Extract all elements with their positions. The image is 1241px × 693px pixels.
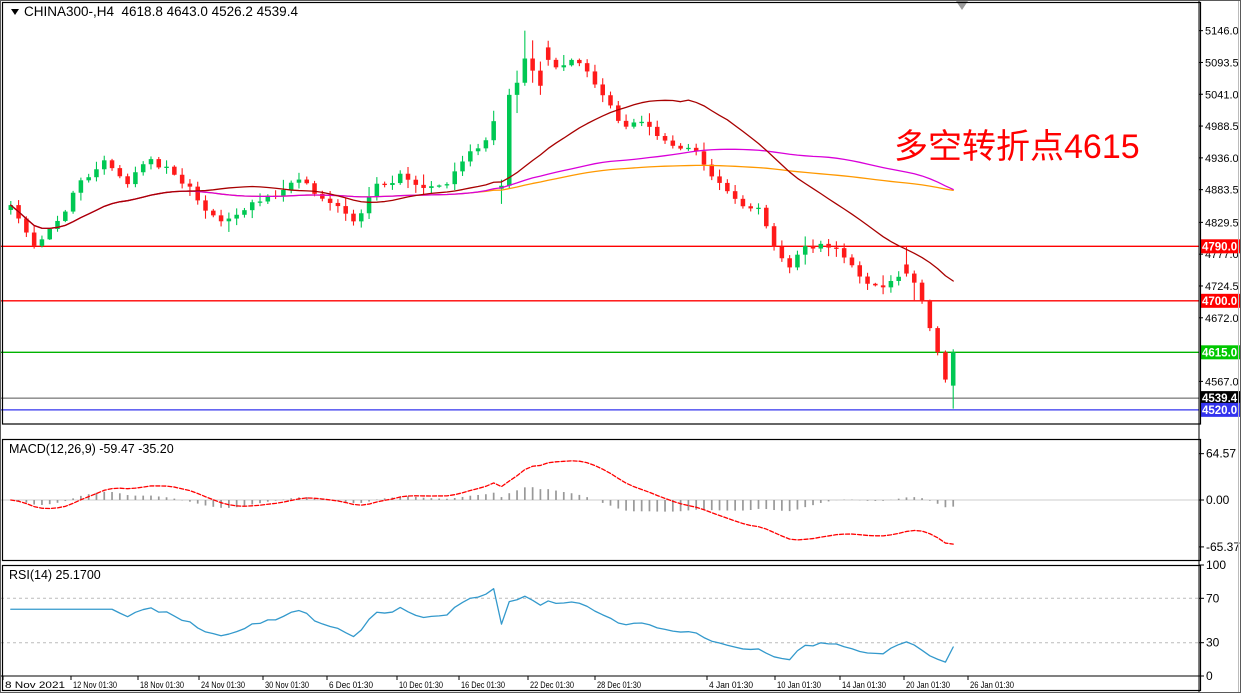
svg-text:100: 100 (1206, 558, 1226, 572)
svg-text:28 Dec 01:30: 28 Dec 01:30 (597, 680, 641, 690)
svg-text:4790.0: 4790.0 (1202, 241, 1237, 253)
svg-text:MACD(12,26,9) -59.47 -35.20: MACD(12,26,9) -59.47 -35.20 (9, 442, 174, 456)
svg-text:14 Jan 01:30: 14 Jan 01:30 (842, 680, 886, 690)
svg-text:5146.0: 5146.0 (1205, 26, 1239, 38)
svg-text:4 Jan 01:30: 4 Jan 01:30 (709, 680, 753, 690)
svg-text:多空转折点4615: 多空转折点4615 (894, 128, 1140, 166)
svg-text:4615.0: 4615.0 (1202, 347, 1237, 359)
svg-text:22 Dec 01:30: 22 Dec 01:30 (530, 680, 574, 690)
svg-text:4988.5: 4988.5 (1205, 121, 1239, 133)
svg-text:70: 70 (1206, 591, 1220, 605)
svg-text:12 Nov 01:30: 12 Nov 01:30 (73, 680, 117, 690)
svg-text:16 Dec 01:30: 16 Dec 01:30 (461, 680, 505, 690)
svg-text:26 Jan 01:30: 26 Jan 01:30 (970, 680, 1014, 690)
svg-text:5093.5: 5093.5 (1205, 57, 1239, 69)
svg-text:CHINA300-,H4 4618.8 4643.0 45: CHINA300-,H4 4618.8 4643.0 4526.2 4539.4 (24, 4, 298, 19)
svg-text:0: 0 (1206, 669, 1213, 683)
svg-text:4520.0: 4520.0 (1202, 405, 1237, 417)
svg-text:64.57: 64.57 (1206, 447, 1236, 461)
svg-text:24 Nov 01:30: 24 Nov 01:30 (201, 680, 245, 690)
svg-text:18 Nov 01:30: 18 Nov 01:30 (140, 680, 184, 690)
svg-text:4672.0: 4672.0 (1205, 313, 1239, 325)
svg-text:4567.0: 4567.0 (1205, 376, 1239, 388)
svg-text:8 Nov 2021: 8 Nov 2021 (5, 680, 65, 690)
svg-text:4829.5: 4829.5 (1205, 217, 1239, 229)
svg-text:6 Dec 01:30: 6 Dec 01:30 (329, 680, 373, 690)
svg-text:RSI(14) 25.1700: RSI(14) 25.1700 (9, 568, 101, 582)
svg-text:4700.0: 4700.0 (1202, 296, 1237, 308)
svg-text:0.00: 0.00 (1206, 493, 1230, 507)
svg-text:30 Nov 01:30: 30 Nov 01:30 (265, 680, 309, 690)
svg-text:5041.0: 5041.0 (1205, 89, 1239, 101)
svg-text:10 Dec 01:30: 10 Dec 01:30 (399, 680, 443, 690)
svg-text:20 Jan 01:30: 20 Jan 01:30 (906, 680, 950, 690)
svg-text:30: 30 (1206, 636, 1220, 650)
svg-text:4883.5: 4883.5 (1205, 185, 1239, 197)
svg-text:-65.37: -65.37 (1206, 540, 1240, 554)
svg-text:10 Jan 01:30: 10 Jan 01:30 (777, 680, 821, 690)
svg-text:4724.5: 4724.5 (1205, 281, 1239, 293)
svg-text:4936.0: 4936.0 (1205, 153, 1239, 165)
